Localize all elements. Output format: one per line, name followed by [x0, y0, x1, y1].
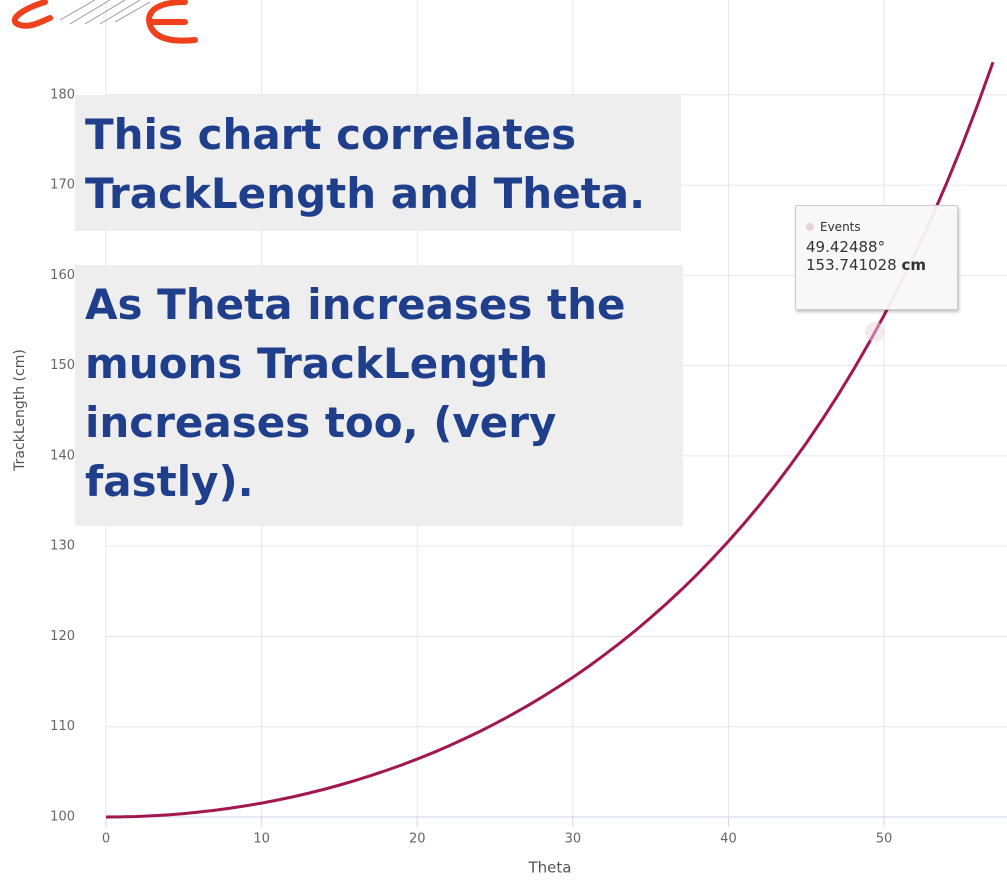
- tooltip-y-value: 153.741028: [806, 256, 897, 274]
- annotation-line: fastly).: [85, 457, 254, 506]
- y-tick-label: 160: [50, 268, 75, 283]
- y-axis-title: TrackLength (cm): [12, 349, 28, 472]
- y-tick-label: 110: [50, 719, 75, 734]
- x-tick-label: 30: [565, 832, 582, 847]
- annotation-box: As Theta increases the muons TrackLength i…: [75, 265, 683, 526]
- annotation-line: As Theta increases the: [85, 280, 626, 329]
- x-tick-label: 20: [409, 832, 426, 847]
- hover-marker: [865, 321, 886, 342]
- scribble-hatch: [59, 0, 151, 25]
- tooltip-x: 49.42488°: [806, 238, 886, 256]
- x-tick-label: 10: [253, 832, 270, 847]
- tooltip-unit: cm: [901, 256, 926, 274]
- x-tick-label: 40: [720, 832, 737, 847]
- y-tick-label: 140: [50, 448, 75, 463]
- scribble: [11, 0, 198, 44]
- x-axis-title: Theta: [528, 859, 572, 877]
- y-tick-label: 100: [50, 810, 75, 825]
- tooltip: Events 49.42488° 153.741028 cm: [795, 205, 958, 310]
- y-tick-label: 170: [50, 178, 75, 193]
- tooltip-series: Events: [820, 220, 861, 234]
- annotation-line: muons TrackLength: [85, 339, 549, 388]
- tooltip-header: Events: [806, 220, 947, 234]
- annotation-box: This chart correlates TrackLength and The…: [75, 95, 681, 231]
- y-tick-label: 180: [50, 87, 75, 102]
- y-tick-label: 130: [50, 539, 75, 554]
- y-tick-label: 120: [50, 629, 75, 644]
- annotation-line: This chart correlates: [85, 110, 577, 159]
- annotation-line: increases too, (very: [85, 398, 557, 447]
- y-tick-label: 150: [50, 358, 75, 373]
- annotation-line: TrackLength and Theta.: [85, 169, 646, 218]
- tooltip-dot: [806, 223, 814, 231]
- x-tick-label: 0: [102, 832, 110, 847]
- tooltip-y: 153.741028 cm: [806, 256, 947, 274]
- x-tick-label: 50: [876, 832, 893, 847]
- data-line: [105, 61, 995, 819]
